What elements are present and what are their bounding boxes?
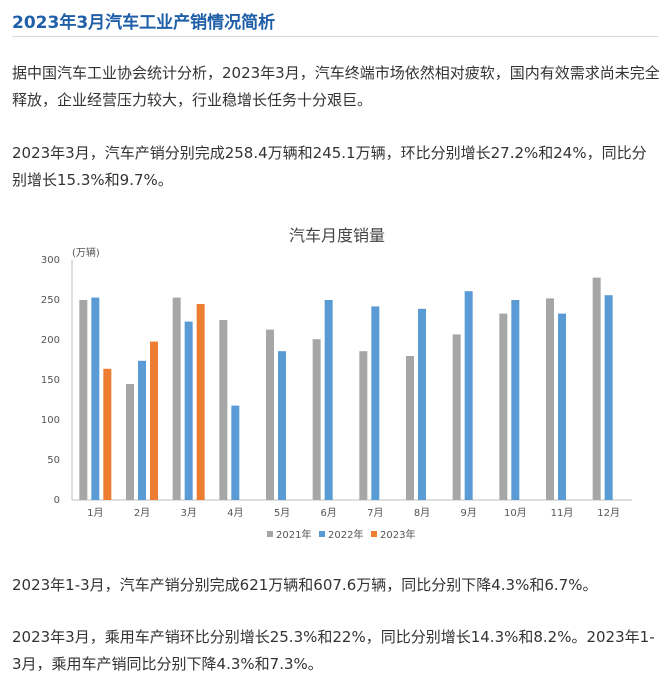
bar-2021年-9月 [452,334,461,500]
x-tick-label: 1月 [87,507,103,519]
bar-2021年-7月 [359,351,368,500]
bar-2023年-2月 [150,341,158,500]
q1-output-paragraph: 2023年1-3月，汽车产销分别完成621万辆和607.6万辆，同比分别下降4.… [12,576,598,594]
y-tick-label: 50 [47,455,60,466]
bar-2022年-1月 [91,297,100,500]
page-title: 2023年3月汽车工业产销情况简析 [12,13,276,33]
y-tick-label: 150 [41,375,60,386]
bar-2021年-12月 [592,277,601,500]
legend-swatch [267,531,273,537]
monthly-sales-chart: 汽车月度销量 (万辆) 0 50 100 150 200 250 300 1月 2月 3月 4月 5… [0,216,670,556]
bar-2023年-1月 [103,368,112,500]
y-tick-label: 250 [41,295,60,306]
intro-paragraph: 据中国汽车工业协会统计分析，2023年3月，汽车终端市场依然相对疲软，国内有效需… [12,64,660,109]
bar-2023年-3月 [196,304,205,500]
bar-2022年-11月 [558,313,566,500]
y-tick-label: 0 [54,495,60,506]
x-tick-label: 5月 [274,507,290,519]
bar-2022年-3月 [184,321,193,500]
bar-2021年-6月 [312,339,321,500]
bar-2022年-9月 [464,291,473,500]
bar-2021年-10月 [499,313,508,500]
bar-2022年-4月 [231,405,240,500]
x-tick-label: 3月 [180,507,196,519]
bar-2021年-2月 [126,384,134,500]
title-divider [12,36,658,37]
legend-swatch [371,531,377,537]
bar-2021年-8月 [406,356,414,500]
bar-2022年-10月 [511,300,520,500]
x-tick-label: 9月 [460,507,476,519]
bar-2022年-7月 [371,306,380,500]
passenger-car-paragraph: 2023年3月，乘用车产销环比分别增长25.3%和22%，同比分别增长14.3%… [12,628,655,673]
y-tick-label: 300 [41,255,60,266]
x-tick-label: 11月 [551,507,574,519]
march-output-paragraph: 2023年3月，汽车产销分别完成258.4万辆和245.1万辆，环比分别增长27… [12,144,647,189]
x-tick-label: 8月 [414,507,430,519]
bar-2021年-4月 [219,320,228,500]
legend-label: 2023年 [380,528,415,541]
x-tick-label: 6月 [320,507,336,519]
chart-title: 汽车月度销量 [289,226,385,245]
bar-2022年-5月 [278,351,286,500]
legend-label: 2022年 [328,528,363,541]
legend-swatch [319,531,325,537]
bar-2022年-6月 [324,300,333,500]
x-tick-label: 10月 [504,507,527,519]
x-tick-label: 7月 [367,507,383,519]
bar-2022年-2月 [138,360,146,500]
y-axis-unit: (万辆) [72,246,100,259]
x-tick-label: 4月 [227,507,243,519]
bar-2021年-1月 [79,300,88,500]
bar-2021年-3月 [172,297,181,500]
bar-2022年-8月 [418,308,426,500]
y-tick-label: 100 [41,415,60,426]
bar-2022年-12月 [604,295,613,500]
bar-2021年-5月 [266,329,274,500]
bar-2021年-11月 [546,298,554,500]
x-tick-label: 2月 [134,507,150,519]
chart-svg: 汽车月度销量 (万辆) 0 50 100 150 200 250 300 1月 2月 3月 4月 5… [41,226,632,541]
legend-label: 2021年 [276,528,311,541]
x-tick-label: 12月 [597,507,620,519]
y-tick-label: 200 [41,335,60,346]
